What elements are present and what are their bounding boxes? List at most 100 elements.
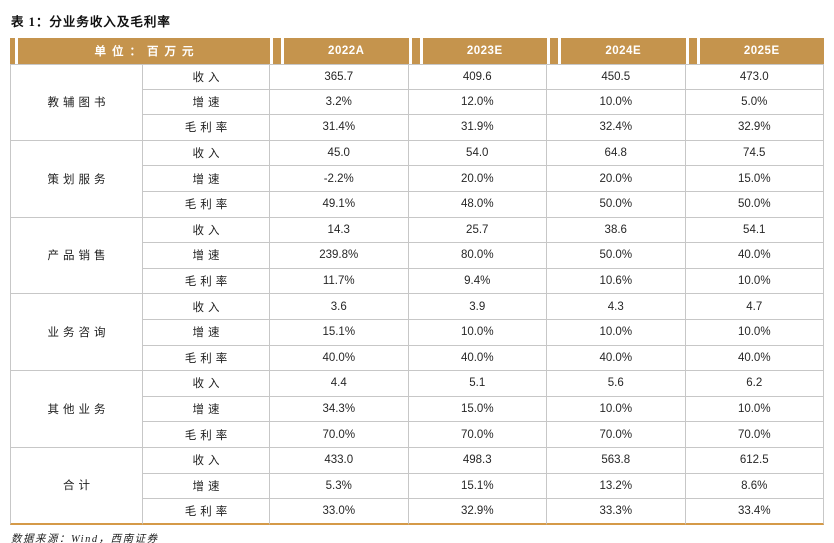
table-row: 增速 3.2% 12.0% 10.0% 5.0%	[10, 89, 824, 116]
value-cell: 70.0%	[685, 422, 824, 448]
value-cell: 33.3%	[547, 499, 686, 525]
value-cell: 33.4%	[685, 499, 824, 525]
segment-label: 策划服务	[10, 140, 143, 218]
value-cell: 31.4%	[270, 115, 409, 141]
metric-label: 收入	[143, 447, 270, 474]
value-cell: 563.8	[547, 447, 686, 474]
col-header-2024e: 2024E	[547, 38, 686, 64]
value-cell: 40.0%	[685, 243, 824, 269]
col-header-2022a: 2022A	[270, 38, 409, 64]
table-row: 毛利率 31.4% 31.9% 32.4% 32.9%	[10, 115, 824, 141]
value-cell: 433.0	[270, 447, 409, 474]
metric-label: 增速	[143, 319, 270, 346]
value-cell: 239.8%	[270, 243, 409, 269]
value-cell: 3.6	[270, 294, 409, 320]
value-cell: 25.7	[408, 217, 547, 244]
table-row: 增速 239.8% 80.0% 50.0% 40.0%	[10, 243, 824, 269]
value-cell: 40.0%	[270, 345, 409, 372]
value-cell: 15.1%	[408, 473, 547, 500]
value-cell: 4.4	[270, 371, 409, 397]
value-cell: 40.0%	[547, 345, 686, 372]
col-header-2025e: 2025E	[685, 38, 824, 64]
value-cell: 10.0%	[547, 89, 686, 116]
value-cell: 50.0%	[547, 243, 686, 269]
metric-label: 毛利率	[143, 499, 270, 525]
value-cell: 20.0%	[547, 166, 686, 192]
value-cell: 70.0%	[408, 422, 547, 448]
table-row: 增速 5.3% 15.1% 13.2% 8.6%	[10, 473, 824, 500]
segment-label: 业务咨询	[10, 294, 143, 372]
value-cell: 5.3%	[270, 473, 409, 500]
metric-label: 增速	[143, 396, 270, 423]
value-cell: -2.2%	[270, 166, 409, 192]
metric-label: 增速	[143, 243, 270, 269]
metric-label: 毛利率	[143, 268, 270, 295]
metric-label: 收入	[143, 371, 270, 397]
value-cell: 49.1%	[270, 191, 409, 218]
table-row: 产品销售 收入 14.3 25.7 38.6 54.1	[10, 217, 824, 295]
value-cell: 33.0%	[270, 499, 409, 525]
value-cell: 32.4%	[547, 115, 686, 141]
value-cell: 45.0	[270, 140, 409, 167]
table-row: 其他业务 收入 4.4 5.1 5.6 6.2	[10, 371, 824, 448]
value-cell: 9.4%	[408, 268, 547, 295]
table-row: 教辅图书 收入 365.7 409.6 450.5 473.0	[10, 64, 824, 141]
value-cell: 40.0%	[685, 345, 824, 372]
data-source-note: 数据来源：Wind，西南证券	[11, 533, 159, 543]
value-cell: 10.0%	[685, 319, 824, 346]
value-cell: 20.0%	[408, 166, 547, 192]
value-cell: 5.0%	[685, 89, 824, 116]
header-row: 单位：百万元 2022A 2023E 2024E 2025E	[10, 38, 824, 64]
value-cell: 5.1	[408, 371, 547, 397]
segment-label: 产品销售	[10, 217, 143, 295]
segment-label: 合计	[10, 447, 143, 525]
value-cell: 48.0%	[408, 191, 547, 218]
value-cell: 74.5	[685, 140, 824, 167]
value-cell: 32.9%	[408, 499, 547, 525]
value-cell: 14.3	[270, 217, 409, 244]
value-cell: 50.0%	[685, 191, 824, 218]
value-cell: 54.1	[685, 217, 824, 244]
value-cell: 32.9%	[685, 115, 824, 141]
value-cell: 450.5	[547, 64, 686, 90]
value-cell: 50.0%	[547, 191, 686, 218]
value-cell: 11.7%	[270, 268, 409, 295]
value-cell: 31.9%	[408, 115, 547, 141]
value-cell: 10.0%	[685, 396, 824, 423]
value-cell: 8.6%	[685, 473, 824, 500]
value-cell: 12.0%	[408, 89, 547, 116]
value-cell: 38.6	[547, 217, 686, 244]
value-cell: 13.2%	[547, 473, 686, 500]
value-cell: 10.0%	[547, 396, 686, 423]
value-cell: 365.7	[270, 64, 409, 90]
metric-label: 毛利率	[143, 191, 270, 218]
table-row: 增速 15.1% 10.0% 10.0% 10.0%	[10, 319, 824, 346]
value-cell: 34.3%	[270, 396, 409, 423]
value-cell: 473.0	[685, 64, 824, 90]
metric-label: 增速	[143, 166, 270, 192]
metric-label: 收入	[143, 294, 270, 320]
value-cell: 3.2%	[270, 89, 409, 116]
value-cell: 10.0%	[547, 319, 686, 346]
metric-label: 增速	[143, 473, 270, 500]
metric-label: 收入	[143, 217, 270, 244]
table-row: 毛利率 11.7% 9.4% 10.6% 10.0%	[10, 268, 824, 295]
value-cell: 70.0%	[270, 422, 409, 448]
segment-label: 教辅图书	[10, 64, 143, 141]
metric-label: 增速	[143, 89, 270, 116]
value-cell: 4.3	[547, 294, 686, 320]
value-cell: 80.0%	[408, 243, 547, 269]
segment-label: 其他业务	[10, 371, 143, 448]
table-row: 业务咨询 收入 3.6 3.9 4.3 4.7	[10, 294, 824, 372]
table-title: 表 1：分业务收入及毛利率	[11, 15, 171, 29]
table-row: 毛利率 40.0% 40.0% 40.0% 40.0%	[10, 345, 824, 372]
value-cell: 40.0%	[408, 345, 547, 372]
value-cell: 70.0%	[547, 422, 686, 448]
metric-label: 毛利率	[143, 115, 270, 141]
value-cell: 409.6	[408, 64, 547, 90]
value-cell: 498.3	[408, 447, 547, 474]
table-row: 增速 -2.2% 20.0% 20.0% 15.0%	[10, 166, 824, 192]
value-cell: 3.9	[408, 294, 547, 320]
col-header-2023e: 2023E	[408, 38, 547, 64]
